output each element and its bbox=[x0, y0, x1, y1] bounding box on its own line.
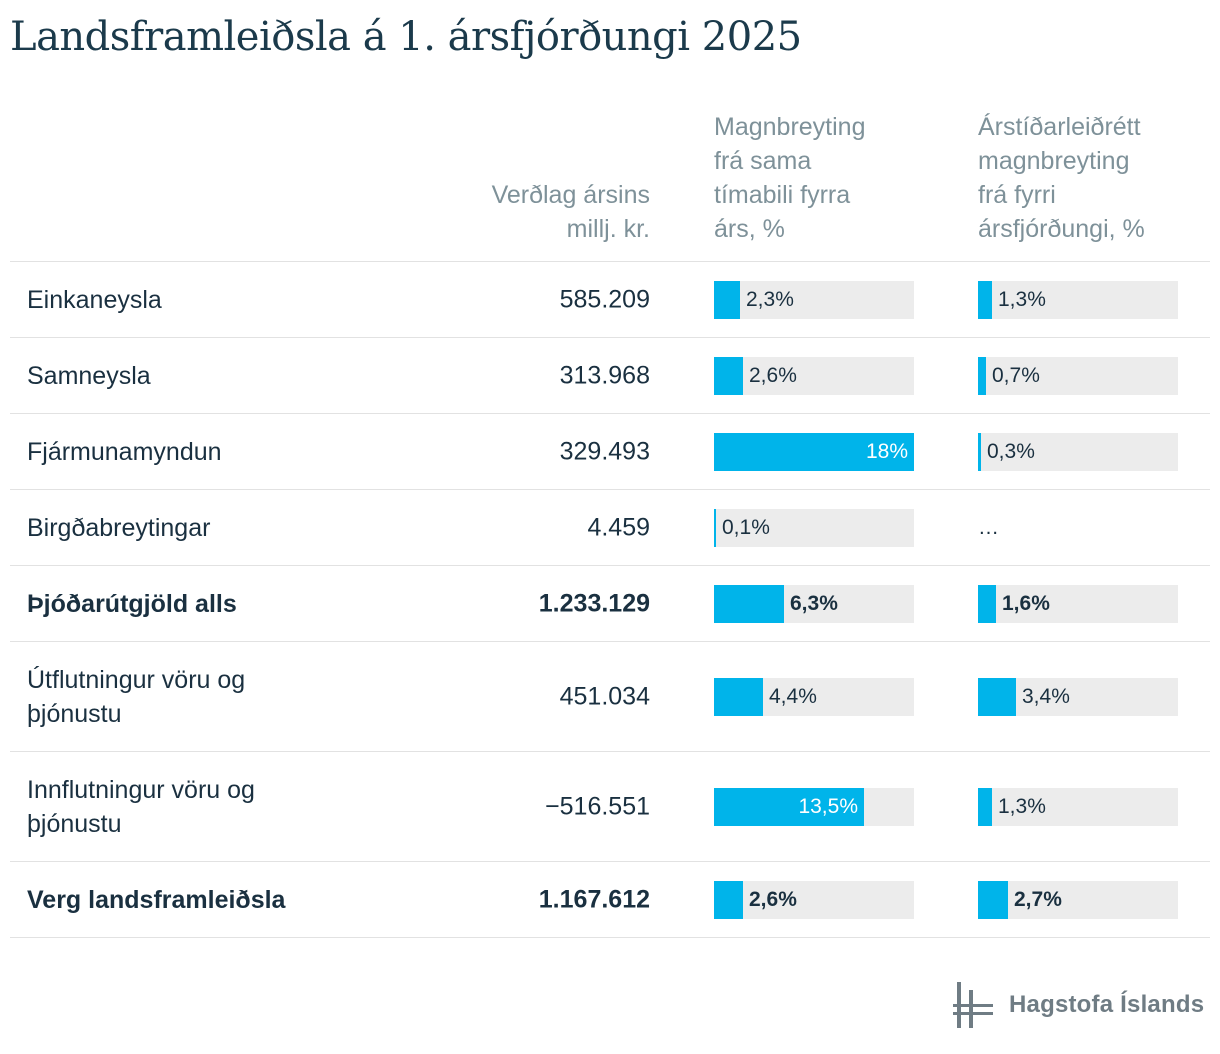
table-row: Samneysla 313.968 2,6% 0,7% bbox=[10, 338, 1210, 414]
row-label: Útflutningur vöru og þjónustu bbox=[27, 665, 246, 728]
yoy-bar-track: 13,5% bbox=[714, 787, 914, 826]
logo: Hagstofa Íslands bbox=[953, 982, 1204, 1028]
yoy-bar-label: 13,5% bbox=[798, 794, 858, 818]
column-header-price: Verðlag ársins millj. kr. bbox=[491, 181, 650, 243]
yoy-bar-track: 18% bbox=[714, 432, 914, 471]
page-title: Landsframleiðsla á 1. ársfjórðungi 2025 bbox=[10, 14, 802, 60]
yoy-bar-track: 6,3% bbox=[714, 584, 914, 623]
yoy-bar-label: 18% bbox=[865, 439, 908, 463]
yoy-bar bbox=[714, 584, 784, 623]
yoy-bar bbox=[714, 280, 740, 319]
column-header-yoy: Magnbreyting frá sama tímabili fyrra árs… bbox=[714, 113, 866, 243]
qoq-bar-label: 2,7% bbox=[1014, 887, 1062, 911]
qoq-bar bbox=[978, 432, 981, 471]
qoq-bar bbox=[978, 280, 992, 319]
yoy-bar bbox=[714, 677, 763, 716]
yoy-bar bbox=[714, 880, 743, 919]
yoy-bar-track: 0,1% bbox=[714, 508, 914, 547]
row-label: Þjóðarútgjöld alls bbox=[27, 589, 237, 618]
qoq-bar-track: 2,7% bbox=[978, 880, 1178, 919]
table-row: Þjóðarútgjöld alls 1.233.129 6,3% 1,6% bbox=[10, 566, 1210, 642]
qoq-bar-label: 1,3% bbox=[998, 794, 1046, 818]
qoq-bar bbox=[978, 880, 1008, 919]
price-value: 313.968 bbox=[559, 361, 650, 389]
qoq-bar-track: 1,6% bbox=[978, 584, 1178, 623]
yoy-bar-track: 2,3% bbox=[714, 280, 914, 319]
qoq-bar-label: 1,3% bbox=[998, 287, 1046, 311]
yoy-bar-track: 4,4% bbox=[714, 677, 914, 716]
yoy-bar bbox=[714, 356, 743, 395]
qoq-bar-track: 0,7% bbox=[978, 356, 1178, 395]
price-value: 1.233.129 bbox=[538, 589, 650, 617]
price-value: 329.493 bbox=[559, 437, 650, 465]
price-value: 4.459 bbox=[587, 513, 650, 541]
yoy-bar-label: 0,1% bbox=[722, 515, 770, 539]
table-row: Verg landsframleiðsla 1.167.612 2,6% 2,7% bbox=[10, 862, 1210, 938]
yoy-bar-track: 2,6% bbox=[714, 880, 914, 919]
qoq-bar-track: 1,3% bbox=[978, 787, 1178, 826]
price-value: 1.167.612 bbox=[538, 885, 650, 913]
qoq-bar-track: 3,4% bbox=[978, 677, 1178, 716]
qoq-bar-label: 1,6% bbox=[1002, 591, 1050, 615]
yoy-bar bbox=[714, 432, 914, 471]
yoy-bar-label: 2,3% bbox=[746, 287, 794, 311]
yoy-bar-label: 6,3% bbox=[790, 591, 838, 615]
qoq-bar-label: 3,4% bbox=[1022, 684, 1070, 708]
hagstofa-logo-icon bbox=[953, 982, 993, 1028]
row-label: Samneysla bbox=[27, 361, 151, 390]
row-label: Fjármunamyndun bbox=[27, 437, 222, 466]
row-label: Verg landsframleiðsla bbox=[27, 885, 286, 914]
yoy-bar-label: 2,6% bbox=[749, 363, 797, 387]
qoq-bar bbox=[978, 584, 996, 623]
yoy-bar-label: 2,6% bbox=[749, 887, 797, 911]
price-value: 585.209 bbox=[559, 285, 650, 313]
price-value: 451.034 bbox=[559, 682, 650, 710]
qoq-missing-value: … bbox=[978, 515, 999, 539]
row-label: Einkaneysla bbox=[27, 285, 162, 314]
table-row: Birgðabreytingar 4.459 0,1% … bbox=[10, 490, 1210, 566]
qoq-bar-label: 0,3% bbox=[987, 439, 1035, 463]
qoq-bar-label: 0,7% bbox=[992, 363, 1040, 387]
qoq-bar bbox=[978, 356, 986, 395]
yoy-bar-label: 4,4% bbox=[769, 684, 817, 708]
table-row: Útflutningur vöru og þjónustu 451.034 4,4%… bbox=[10, 642, 1210, 752]
qoq-bar-track: 0,3% bbox=[978, 432, 1178, 471]
qoq-bar bbox=[978, 677, 1016, 716]
logo-text: Hagstofa Íslands bbox=[1009, 991, 1205, 1018]
qoq-bar bbox=[978, 787, 992, 826]
qoq-bar-track: 1,3% bbox=[978, 280, 1178, 319]
yoy-bar bbox=[714, 787, 864, 826]
price-value: −516.551 bbox=[545, 792, 650, 820]
table-row: Innflutningur vöru og þjónustu −516.551 13… bbox=[10, 752, 1210, 862]
row-label: Birgðabreytingar bbox=[27, 513, 211, 542]
data-table: Einkaneysla 585.209 2,3% 1,3% Samneysla 313.9… bbox=[10, 261, 1210, 938]
column-header-qoq: Árstíðarleiðrétt magnbreyting frá fyrri … bbox=[978, 113, 1145, 243]
yoy-bar-track: 2,6% bbox=[714, 356, 914, 395]
row-label: Innflutningur vöru og þjónustu bbox=[27, 775, 255, 838]
table-row: Fjármunamyndun 329.493 18% 0,3% bbox=[10, 414, 1210, 490]
table-row: Einkaneysla 585.209 2,3% 1,3% bbox=[10, 262, 1210, 338]
yoy-bar bbox=[714, 508, 716, 547]
